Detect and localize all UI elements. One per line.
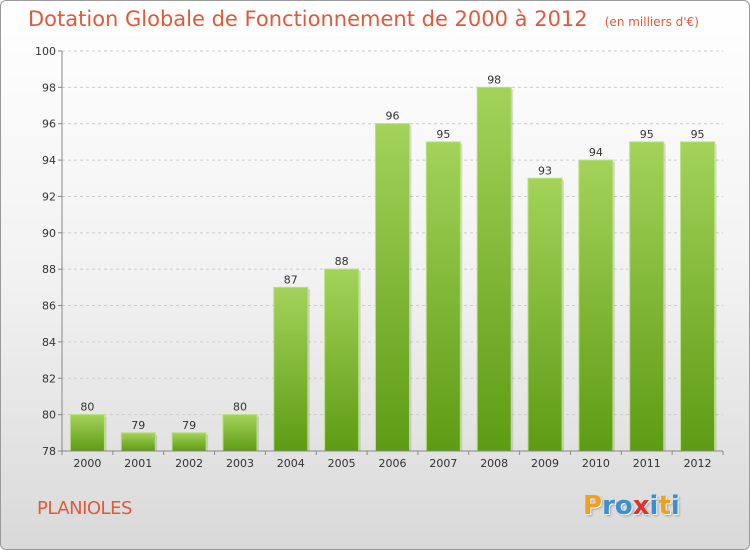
y-tick-label: 82 [42,372,56,385]
bar-value-label: 98 [487,73,501,86]
x-tick-label: 2005 [328,457,356,470]
x-tick-label: 2000 [73,457,101,470]
x-tick-label: 2010 [582,457,610,470]
bar [69,414,105,452]
x-tick-label: 2002 [175,457,203,470]
y-tick-label: 96 [42,118,56,131]
logo-letter: i [670,491,680,521]
y-tick-label: 88 [42,263,56,276]
bar [476,86,512,452]
commune-name: PLANIOLES [37,498,132,519]
x-tick-label: 2007 [429,457,457,470]
bar [222,414,258,452]
bar-value-label: 88 [335,255,349,268]
bar-value-label: 95 [691,128,705,141]
logo-letter: t [658,491,671,521]
y-tick-label: 98 [42,81,56,94]
bar [578,159,614,452]
x-tick-label: 2012 [684,457,712,470]
logo-letter: o [614,491,633,521]
y-tick-label: 92 [42,190,56,203]
logo-letter: x [632,491,650,521]
bar-value-label: 79 [131,419,145,432]
x-tick-label: 2009 [531,457,559,470]
y-tick-label: 80 [42,409,56,422]
bar [527,177,563,452]
y-tick-label: 84 [42,336,56,349]
axis-layer: 78 80 82 84 86 88 90 92 94 96 98 100 2000 2001 2002 200… [35,45,724,470]
bar [120,432,156,452]
y-tick-label: 90 [42,227,56,240]
bar-value-label: 95 [436,128,450,141]
x-tick-label: 2004 [277,457,305,470]
y-tick-label: 78 [42,445,56,458]
bar-value-label: 80 [80,401,94,414]
bar [324,268,360,452]
bar-value-label: 95 [640,128,654,141]
bar-value-label: 80 [233,401,247,414]
bar [629,141,665,452]
bar [273,286,309,452]
y-tick-label: 86 [42,300,56,313]
bar-value-label: 87 [284,273,298,286]
x-tick-label: 2008 [480,457,508,470]
y-tick-label: 100 [35,45,56,58]
x-tick-label: 2003 [226,457,254,470]
chart-title: Dotation Globale de Fonctionnement de 20… [28,7,588,31]
logo-letter: P [583,491,603,521]
y-tick-label: 94 [42,154,56,167]
bar [375,123,410,452]
title-row: Dotation Globale de Fonctionnement de 20… [28,7,699,31]
x-tick-label: 2011 [633,457,661,470]
logo-letter: i [649,491,659,521]
bar-value-label: 93 [538,164,552,177]
bar [680,141,716,452]
bar-layer: 80 79 79 80 87 88 96 95 98 93 94 95 95 [69,73,717,452]
bar [171,432,207,452]
proxiti-logo: Proxiti [583,491,680,521]
bar [425,141,461,452]
logo-letter: r [602,491,615,521]
bar-value-label: 79 [182,419,196,432]
x-tick-label: 2006 [379,457,407,470]
bar-value-label: 96 [386,110,400,123]
chart-unit: (en milliers d'€) [604,15,699,29]
x-tick-label: 2001 [124,457,152,470]
bar-value-label: 94 [589,146,603,159]
